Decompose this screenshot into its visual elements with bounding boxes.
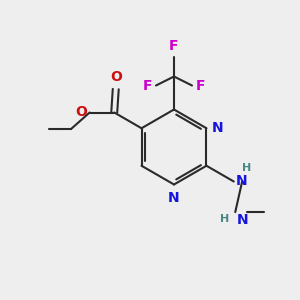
Text: N: N	[168, 191, 180, 205]
Text: H: H	[220, 214, 229, 224]
Text: F: F	[142, 79, 152, 92]
Text: N: N	[235, 174, 247, 188]
Text: F: F	[196, 79, 206, 92]
Text: N: N	[237, 213, 248, 227]
Text: H: H	[242, 163, 251, 173]
Text: O: O	[75, 106, 87, 119]
Text: F: F	[169, 39, 179, 53]
Text: N: N	[212, 121, 223, 135]
Text: O: O	[110, 70, 122, 84]
